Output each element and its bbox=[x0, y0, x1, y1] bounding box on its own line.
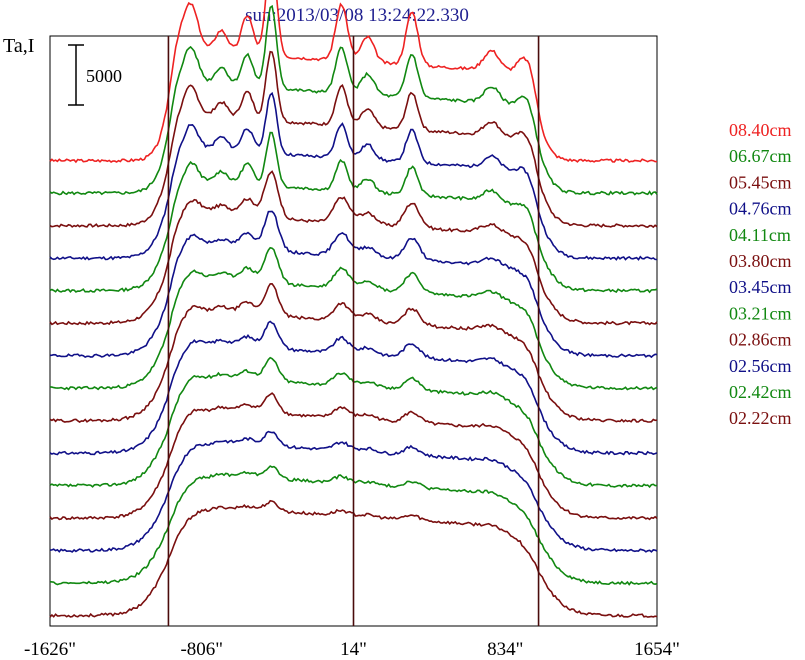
legend-entry: 06.67cm bbox=[729, 146, 792, 166]
x-tick-group: -1626" -806" 14" 834" 1654" bbox=[24, 639, 680, 660]
y-axis-label: Ta,I bbox=[3, 35, 34, 57]
x-tick-label: 14" bbox=[340, 639, 367, 660]
scale-bar: 5000 bbox=[68, 44, 122, 106]
legend-entry: 02.86cm bbox=[729, 330, 792, 350]
x-tick-label: 1654" bbox=[634, 639, 680, 660]
legend-entry: 02.22cm bbox=[729, 408, 792, 428]
legend-entry: 04.76cm bbox=[729, 199, 792, 219]
marker-group bbox=[167, 36, 540, 626]
legend-entry: 04.11cm bbox=[729, 225, 791, 245]
legend: 08.40cm 06.67cm 05.45cm 04.76cm 04.11cm 03.80… bbox=[729, 120, 792, 428]
legend-entry: 02.42cm bbox=[729, 382, 792, 402]
chart-title: sun:2013/03/08 13:24:22.330 bbox=[245, 5, 469, 26]
legend-entry: 08.40cm bbox=[729, 120, 792, 140]
legend-entry: 02.56cm bbox=[729, 356, 792, 376]
x-tick-label: 834" bbox=[487, 639, 523, 660]
legend-entry: 03.21cm bbox=[729, 303, 792, 323]
legend-entry: 03.80cm bbox=[729, 251, 792, 271]
scale-bar-label: 5000 bbox=[86, 66, 122, 86]
x-tick-label: -806" bbox=[180, 639, 223, 660]
x-tick-label: -1626" bbox=[24, 639, 76, 660]
legend-entry: 05.45cm bbox=[729, 172, 792, 192]
legend-entry: 03.45cm bbox=[729, 277, 792, 297]
